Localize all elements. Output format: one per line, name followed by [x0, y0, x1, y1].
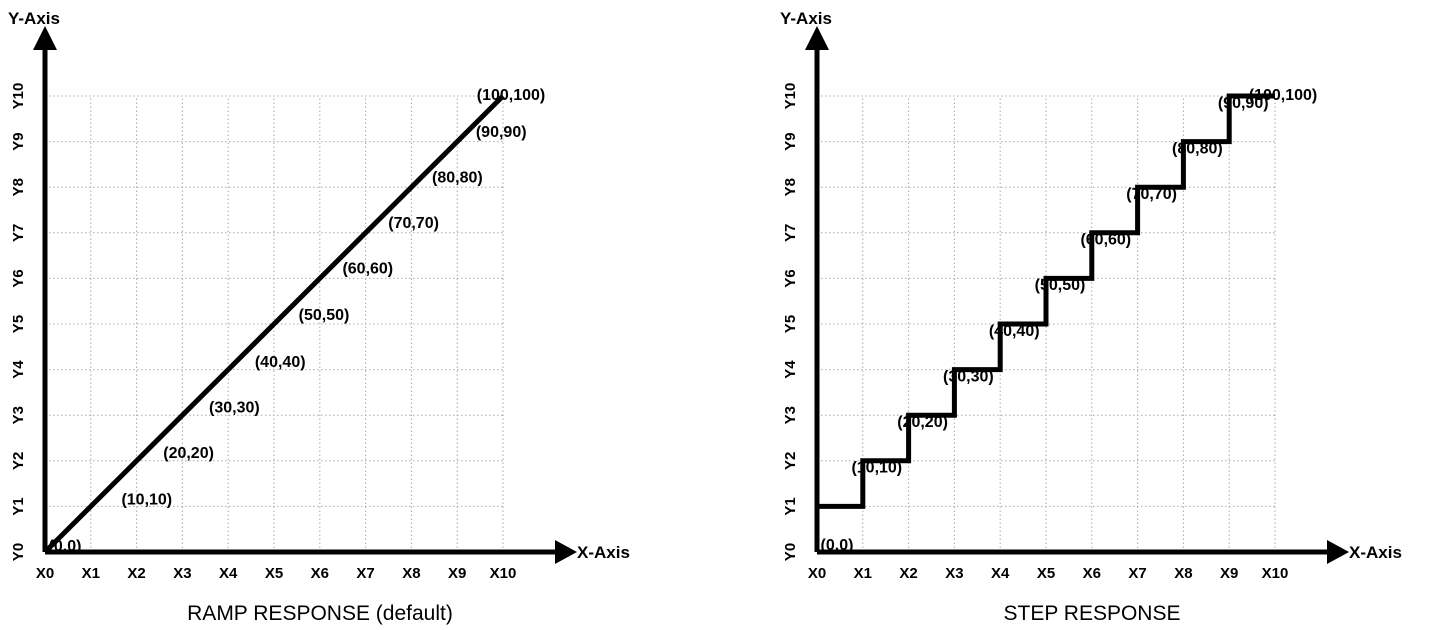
- point-label: (50,50): [299, 307, 350, 324]
- y-tick-label: Y2: [782, 452, 799, 470]
- y-tick-label: Y0: [10, 543, 27, 561]
- y-tick-label: Y10: [10, 83, 27, 110]
- y-axis-arrow-icon: [33, 26, 57, 50]
- point-label: (10,10): [121, 492, 172, 509]
- x-tick-label: X10: [490, 565, 517, 582]
- y-axis-label: Y-Axis: [8, 9, 60, 28]
- x-axis-label: X-Axis: [577, 543, 630, 562]
- series-line: [43, 94, 505, 554]
- point-label: (10,10): [851, 460, 902, 477]
- point-label: (40,40): [989, 323, 1040, 340]
- x-axis-label: X-Axis: [1349, 543, 1402, 562]
- x-tick-label: X9: [1220, 565, 1238, 582]
- chart-title: RAMP RESPONSE (default): [187, 602, 453, 625]
- point-label: (50,50): [1035, 277, 1086, 294]
- y-tick-label: Y3: [782, 406, 799, 424]
- point-label: (60,60): [342, 261, 393, 278]
- x-tick-label: X6: [311, 565, 329, 582]
- x-tick-label: X9: [448, 565, 466, 582]
- point-label: (80,80): [432, 169, 483, 186]
- x-tick-label: X1: [82, 565, 100, 582]
- y-tick-label: Y8: [782, 178, 799, 196]
- x-tick-label: X10: [1262, 565, 1289, 582]
- x-tick-label: X7: [1128, 565, 1146, 582]
- point-label: (90,90): [476, 124, 527, 141]
- point-label: (90,90): [1218, 95, 1269, 112]
- y-tick-label: Y2: [10, 452, 27, 470]
- x-tick-label: X4: [219, 565, 238, 582]
- y-tick-label: Y9: [782, 132, 799, 150]
- x-tick-label: X5: [1037, 565, 1055, 582]
- x-axis-arrow-icon: [555, 540, 577, 564]
- y-tick-label: Y6: [10, 269, 27, 287]
- x-tick-label: X3: [173, 565, 191, 582]
- y-tick-label: Y1: [10, 497, 27, 515]
- y-tick-label: Y6: [782, 269, 799, 287]
- x-tick-label: X6: [1083, 565, 1101, 582]
- y-tick-label: Y8: [10, 178, 27, 196]
- x-tick-label: X0: [808, 565, 826, 582]
- y-tick-label: Y10: [782, 83, 799, 110]
- x-tick-label: X5: [265, 565, 283, 582]
- ramp-response-chart: Y-Axis X-Axis X0 X1 X2 X3 X4 X5 X6 X7 X8 X9 X10 Y0 Y1 Y…: [8, 9, 630, 625]
- x-axis-arrow-icon: [1327, 540, 1349, 564]
- y-tick-label: Y5: [10, 315, 27, 333]
- y-axis-arrow-icon: [805, 26, 829, 50]
- x-tick-label: X0: [36, 565, 54, 582]
- point-label: (100,100): [477, 87, 546, 104]
- series-line: [817, 93, 1275, 509]
- point-label: (70,70): [388, 215, 439, 232]
- x-tick-label: X4: [991, 565, 1010, 582]
- y-tick-label: Y5: [782, 315, 799, 333]
- x-tick-label: X3: [945, 565, 963, 582]
- y-tick-label: Y3: [10, 406, 27, 424]
- point-label: (20,20): [163, 445, 214, 462]
- y-tick-label: Y4: [782, 360, 799, 379]
- point-label: (0,0): [49, 538, 82, 555]
- y-tick-label: Y7: [782, 224, 799, 242]
- y-tick-label: Y7: [10, 224, 27, 242]
- point-label: (70,70): [1126, 186, 1177, 203]
- point-label: (0,0): [821, 537, 854, 554]
- x-tick-label: X8: [402, 565, 420, 582]
- point-label: (40,40): [255, 354, 306, 371]
- x-tick-label: X7: [356, 565, 374, 582]
- point-label: (80,80): [1172, 140, 1223, 157]
- x-tick-label: X8: [1174, 565, 1192, 582]
- y-tick-label: Y1: [782, 497, 799, 515]
- point-label: (30,30): [209, 399, 260, 416]
- chart-title: STEP RESPONSE: [1003, 602, 1180, 625]
- y-tick-label: Y4: [10, 360, 27, 379]
- y-tick-label: Y9: [10, 132, 27, 150]
- step-response-chart: Y-Axis X-Axis X0 X1 X2 X3 X4 X5 X6 X7 X8 X9 X10 Y0 Y1 Y…: [780, 9, 1402, 625]
- x-tick-label: X2: [899, 565, 917, 582]
- point-label: (20,20): [897, 414, 948, 431]
- point-label: (30,30): [943, 368, 994, 385]
- x-tick-label: X1: [854, 565, 872, 582]
- x-tick-label: X2: [127, 565, 145, 582]
- point-label: (60,60): [1080, 232, 1131, 249]
- y-axis-label: Y-Axis: [780, 9, 832, 28]
- y-tick-label: Y0: [782, 543, 799, 561]
- point-label: (100,100): [1249, 87, 1318, 104]
